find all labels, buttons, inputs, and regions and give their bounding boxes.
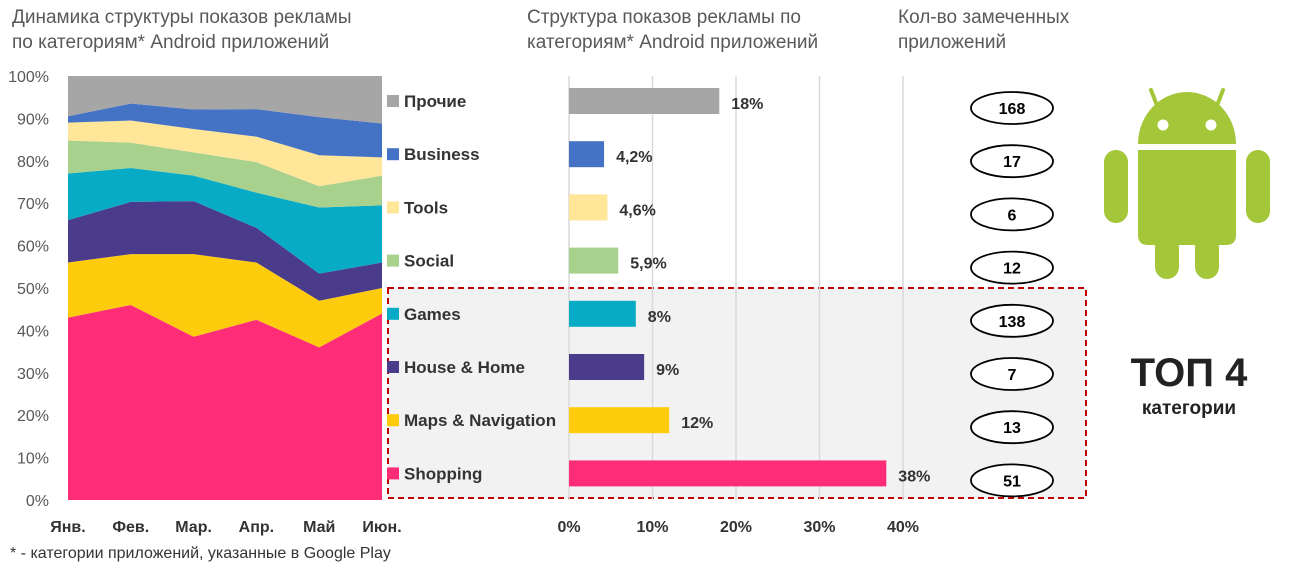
bar-value-label: 5,9%: [630, 256, 666, 273]
count-value: 7: [1008, 367, 1017, 384]
area-series-tools: [68, 120, 382, 187]
count-column-title: Кол-во замеченных приложений: [898, 7, 1070, 53]
count-oval: [970, 250, 1054, 285]
count-value: 13: [1003, 420, 1021, 437]
legend-swatch: [387, 95, 399, 107]
bar: [569, 141, 605, 168]
count-oval: [970, 410, 1054, 445]
bar-value-label: 18%: [731, 96, 763, 113]
area-series-shopping: [68, 304, 382, 500]
legend-label: Tools: [404, 198, 448, 217]
area-y-tick: 0%: [26, 493, 49, 510]
legend: Прочие Business Tools Social Games House & Ho…: [387, 92, 556, 483]
count-oval: [970, 197, 1054, 232]
top4-subtitle: категории: [1141, 398, 1237, 419]
count-value: 138: [999, 314, 1026, 331]
count-oval: [970, 463, 1054, 498]
bar: [569, 247, 619, 274]
legend-swatch: [387, 201, 399, 214]
bar-value-label: 4,2%: [616, 149, 652, 166]
top4-highlight-box: [387, 287, 1087, 499]
legend-swatch: [387, 467, 399, 480]
legend-label: Social: [404, 252, 454, 271]
area-x-tick: Мар.: [175, 519, 212, 536]
android-icon: [1104, 88, 1270, 279]
legend-label: Maps & Navigation: [404, 411, 556, 430]
count-oval: [970, 357, 1054, 391]
area-chart: 0% 10% 20% 30% 40% 50% 60% 70% 80% 90% 100% Янв. Фев…: [8, 69, 402, 536]
count-value: 17: [1003, 154, 1021, 171]
legend-swatch: [387, 307, 399, 320]
area-y-tick: 90%: [17, 111, 49, 128]
area-y-tick: 40%: [17, 323, 49, 340]
bar-value-label: 9%: [656, 362, 679, 379]
legend-swatch: [387, 254, 399, 267]
bar: [569, 194, 608, 221]
area-y-tick: 20%: [17, 408, 49, 425]
bar-chart: 0% 10% 20% 30% 40% 18% 4,2% 4,6% 5,9% 8% 9% 12% 38%: [557, 76, 930, 536]
footnote: * - категории приложений, указанные в Go…: [10, 545, 391, 562]
area-x-tick: Май: [303, 519, 335, 536]
bar: [569, 407, 670, 434]
top4-callout: ТОП 4 категории: [1108, 348, 1270, 420]
bar-x-tick: 30%: [803, 519, 835, 536]
area-y-tick: 50%: [17, 281, 49, 298]
area-y-tick: 70%: [17, 196, 49, 213]
bar: [569, 88, 720, 114]
count-value: 6: [1008, 207, 1017, 224]
area-series-прочие: [68, 76, 382, 124]
bar-value-label: 4,6%: [619, 202, 655, 219]
bar-x-tick: 0%: [557, 519, 580, 536]
area-y-tick: 30%: [17, 366, 49, 383]
top4-title: ТОП 4: [1130, 351, 1248, 395]
bar: [569, 300, 636, 327]
bar-x-tick: 40%: [887, 519, 919, 536]
area-series-business: [68, 103, 382, 158]
bar-x-tick: 10%: [636, 519, 668, 536]
bar-value-label: 12%: [681, 415, 713, 432]
area-y-tick: 10%: [17, 451, 49, 468]
area-x-tick: Янв.: [50, 519, 85, 536]
area-series-maps-navigation: [68, 254, 382, 348]
bar-x-tick: 20%: [720, 519, 752, 536]
bar-chart-title: Структура показов рекламы по категориям*…: [527, 7, 819, 53]
area-x-tick: Июн.: [362, 519, 401, 536]
legend-label: Business: [404, 145, 480, 164]
area-series-social: [68, 140, 382, 208]
count-value: 51: [1003, 473, 1021, 490]
area-y-tick: 60%: [17, 239, 49, 256]
bar: [569, 354, 645, 380]
area-x-tick: Апр.: [239, 519, 274, 536]
legend-label: Games: [404, 305, 461, 324]
area-y-tick: 100%: [8, 69, 49, 86]
area-series-house-home: [68, 201, 382, 301]
area-x-tick: Фев.: [112, 519, 149, 536]
legend-label: House & Home: [404, 358, 525, 377]
area-y-tick: 80%: [17, 154, 49, 171]
count-oval: [970, 144, 1054, 179]
count-oval: [970, 303, 1054, 338]
bar: [569, 460, 887, 487]
bar-value-label: 8%: [648, 309, 671, 326]
legend-swatch: [387, 148, 399, 161]
count-value: 168: [999, 101, 1026, 118]
count-oval: [970, 91, 1054, 125]
bar-value-label: 38%: [898, 468, 930, 485]
count-value: 12: [1003, 261, 1021, 278]
area-chart-title: Динамика структуры показов рекламы по ка…: [12, 7, 352, 53]
legend-label: Прочие: [404, 92, 466, 111]
legend-swatch: [387, 414, 399, 427]
legend-swatch: [387, 361, 399, 373]
area-series-games: [68, 168, 382, 274]
count-column: 168 17 6 12 138 7 13 51: [970, 91, 1054, 498]
legend-label: Shopping: [404, 464, 482, 483]
